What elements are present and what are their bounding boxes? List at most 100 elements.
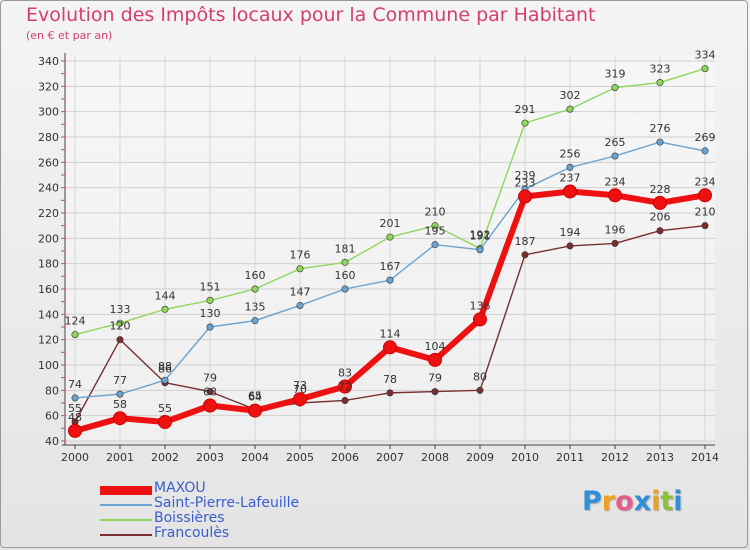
data-point	[116, 336, 124, 344]
data-label: 210	[425, 206, 446, 219]
legend-swatch	[100, 485, 152, 495]
chart-subtitle: (en € et par an)	[26, 29, 113, 42]
data-point	[611, 239, 619, 247]
data-point	[656, 227, 664, 235]
data-point	[563, 184, 577, 199]
y-tick-label: 100	[38, 359, 59, 372]
data-point	[701, 222, 709, 230]
data-point	[296, 265, 304, 273]
data-point	[338, 379, 352, 394]
data-label: 79	[428, 372, 442, 385]
data-label: 151	[200, 280, 221, 293]
data-point	[296, 301, 304, 309]
data-point	[521, 119, 529, 127]
data-point	[251, 317, 259, 325]
data-point	[383, 340, 397, 355]
data-point	[566, 242, 574, 250]
data-point	[653, 195, 667, 210]
data-point	[161, 376, 169, 384]
y-tick-label: 280	[38, 131, 59, 144]
x-tick-label: 2004	[241, 451, 269, 464]
x-tick-label: 2011	[556, 451, 584, 464]
data-label: 210	[695, 206, 716, 219]
proxiti-logo: Proxiti	[582, 486, 683, 517]
data-label: 78	[383, 373, 397, 386]
data-point	[341, 285, 349, 293]
x-tick-label: 2005	[286, 451, 314, 464]
legend-label: Saint-Pierre-Lafeuille	[154, 495, 300, 511]
data-point	[113, 411, 127, 426]
y-tick-label: 140	[38, 308, 59, 321]
data-label: 147	[290, 285, 311, 298]
data-point	[428, 352, 442, 367]
data-point	[68, 423, 82, 438]
x-tick-label: 2000	[61, 451, 89, 464]
legend-label: Francoulès	[154, 525, 230, 541]
legend-swatch	[100, 504, 152, 506]
data-label: 276	[650, 122, 671, 135]
data-point	[386, 276, 394, 284]
x-tick-label: 2012	[601, 451, 629, 464]
x-tick-label: 2002	[151, 451, 179, 464]
logo-letter: P	[582, 486, 602, 517]
data-point	[206, 388, 214, 396]
data-point	[71, 394, 79, 402]
data-label: 256	[560, 147, 581, 160]
data-label: 55	[158, 402, 172, 415]
data-point	[701, 147, 709, 155]
data-label: 72	[338, 380, 352, 393]
data-point	[521, 251, 529, 259]
data-label: 80	[473, 370, 487, 383]
data-point	[476, 386, 484, 394]
data-point	[566, 105, 574, 113]
logo-letter: o	[615, 486, 634, 517]
logo-letter: r	[601, 486, 616, 517]
y-tick-label: 180	[38, 258, 59, 271]
data-label: 83	[338, 367, 352, 380]
data-label: 239	[515, 169, 536, 182]
data-point	[71, 331, 79, 339]
data-label: 73	[293, 379, 307, 392]
data-point	[518, 189, 532, 204]
x-tick-label: 2007	[376, 451, 404, 464]
y-tick-label: 40	[45, 435, 59, 448]
data-label: 70	[293, 383, 307, 396]
data-label: 114	[380, 327, 401, 340]
data-label: 196	[605, 223, 626, 236]
data-label: 160	[245, 269, 266, 282]
data-label: 167	[380, 260, 401, 273]
data-point	[701, 65, 709, 73]
data-label: 176	[290, 249, 311, 262]
data-label: 233	[515, 177, 536, 190]
data-point	[158, 415, 172, 429]
legend-swatch	[100, 534, 152, 536]
data-point	[341, 258, 349, 266]
x-tick-label: 2010	[511, 451, 539, 464]
x-tick-label: 2003	[196, 451, 224, 464]
y-tick-label: 80	[45, 384, 59, 397]
data-point	[341, 396, 349, 404]
data-point	[473, 312, 487, 327]
data-label: 74	[68, 378, 82, 391]
data-label: 68	[203, 386, 217, 399]
data-point	[656, 138, 664, 146]
x-tick-label: 2009	[466, 451, 494, 464]
data-label: 302	[560, 89, 581, 102]
data-point	[566, 163, 574, 171]
data-label: 104	[425, 340, 446, 353]
data-label: 65	[248, 389, 262, 402]
data-point	[698, 188, 712, 203]
data-label: 265	[605, 136, 626, 149]
data-point	[206, 323, 214, 331]
data-label: 130	[200, 307, 221, 320]
x-tick-label: 2014	[691, 451, 719, 464]
y-tick-label: 60	[45, 410, 59, 423]
y-tick-label: 200	[38, 232, 59, 245]
y-tick-label: 320	[38, 80, 59, 93]
y-tick-label: 220	[38, 207, 59, 220]
y-tick-label: 340	[38, 55, 59, 68]
data-label: 234	[605, 175, 626, 188]
data-label: 194	[560, 226, 581, 239]
data-point	[116, 390, 124, 398]
data-label: 191	[470, 230, 491, 243]
